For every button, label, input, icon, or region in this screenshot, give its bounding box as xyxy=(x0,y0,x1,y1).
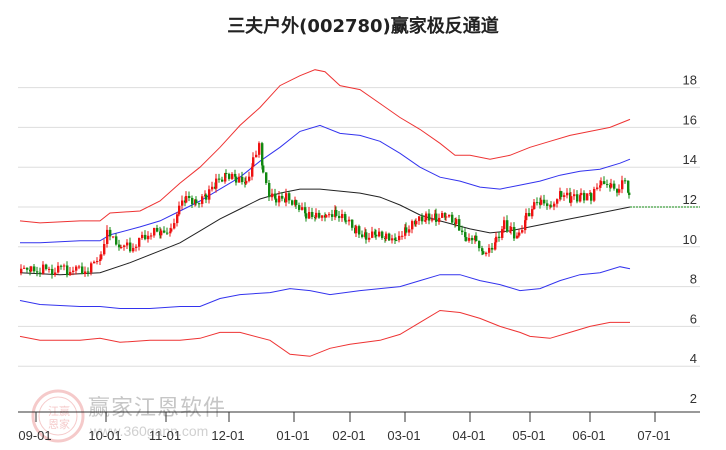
x-tick-label: 02-01 xyxy=(332,428,365,443)
watermark-name: 赢家江恩软件 xyxy=(88,396,227,421)
axes: 2 4 6 8 10 12 14 16 18 09-01 10-01 11-01 12-01 01-01 0… xyxy=(18,73,700,443)
y-tick-label: 16 xyxy=(683,112,697,127)
svg-text:赢: 赢 xyxy=(59,404,70,418)
x-tick-label: 07-01 xyxy=(637,428,670,443)
x-tick-label: 09-01 xyxy=(18,428,51,443)
svg-text:家: 家 xyxy=(59,417,70,431)
channel-bands xyxy=(19,69,700,357)
x-tick-label: 05-01 xyxy=(512,428,545,443)
x-tick-label: 06-01 xyxy=(572,428,605,443)
x-tick-label: 03-01 xyxy=(387,428,420,443)
x-tick-label: 04-01 xyxy=(452,428,485,443)
middle-line xyxy=(19,188,631,276)
grid-lines xyxy=(18,87,700,367)
y-tick-label: 14 xyxy=(683,152,697,167)
x-tick-label: 10-01 xyxy=(88,428,121,443)
y-tick-label: 8 xyxy=(690,272,697,287)
inner_upper-line xyxy=(20,124,631,244)
watermark-url: www.360gann.com xyxy=(90,423,209,439)
x-tick-label: 11-01 xyxy=(149,428,181,443)
chart-title: 三夫户外(002780)赢家极反通道 xyxy=(227,16,499,37)
y-tick-label: 6 xyxy=(690,311,697,326)
y-tick-label: 12 xyxy=(683,192,697,207)
inner_lower-line xyxy=(19,266,631,309)
y-tick-label: 10 xyxy=(683,232,697,247)
y-tick-label: 18 xyxy=(683,73,697,88)
svg-text:恩: 恩 xyxy=(48,418,59,431)
candlesticks xyxy=(20,141,631,279)
outer_upper-line xyxy=(19,69,631,224)
x-tick-label: 12-01 xyxy=(211,428,244,443)
x-tick-label: 01-01 xyxy=(276,428,309,443)
y-tick-label: 4 xyxy=(690,351,697,366)
outer_lower-line xyxy=(19,309,630,357)
y-tick-label: 2 xyxy=(690,391,697,406)
